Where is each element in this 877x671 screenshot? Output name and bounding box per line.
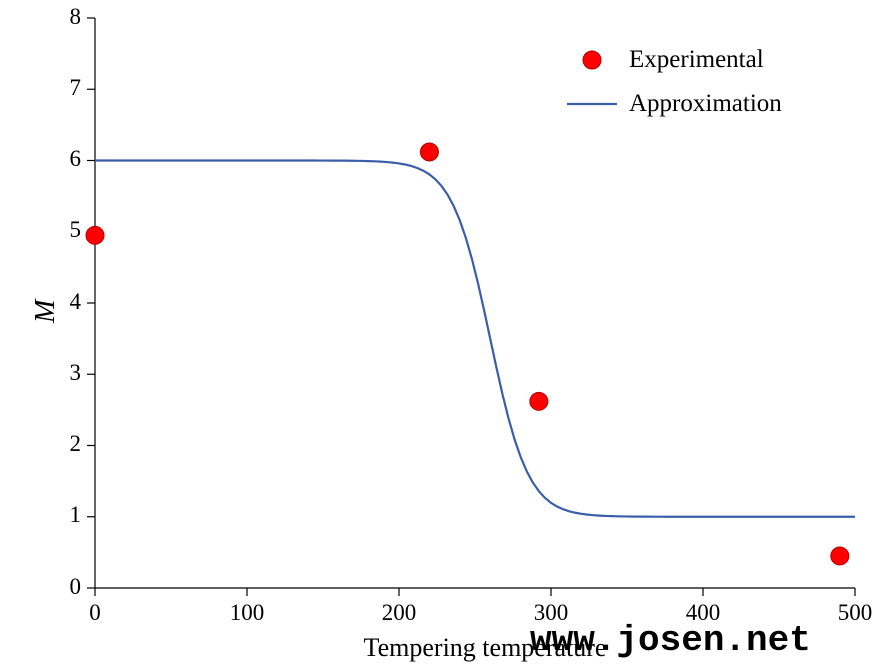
chart-container: 012345678 0100200300400500 M Tempering t… — [0, 0, 877, 671]
experimental-point — [530, 392, 548, 410]
x-tick-label: 200 — [369, 600, 429, 626]
legend-line-approximation — [565, 92, 619, 116]
x-tick-label: 100 — [217, 600, 277, 626]
approximation-line — [95, 161, 855, 517]
y-tick-label: 0 — [70, 574, 82, 600]
y-tick-label: 1 — [70, 502, 82, 528]
y-tick-label: 4 — [70, 289, 82, 315]
legend-item-approximation: Approximation — [565, 86, 782, 122]
y-axis-label: M — [30, 300, 62, 323]
legend-label-approximation: Approximation — [629, 90, 782, 118]
y-tick-label: 2 — [70, 431, 82, 457]
legend-marker-experimental — [565, 48, 619, 72]
x-tick-label: 0 — [65, 600, 125, 626]
legend: Experimental Approximation — [565, 42, 782, 130]
legend-item-experimental: Experimental — [565, 42, 782, 78]
y-tick-label: 6 — [70, 146, 82, 172]
experimental-point — [831, 547, 849, 565]
y-tick-label: 3 — [70, 360, 82, 386]
legend-label-experimental: Experimental — [629, 46, 764, 74]
y-tick-label: 8 — [70, 4, 82, 30]
experimental-point — [420, 143, 438, 161]
experimental-point — [86, 226, 104, 244]
y-tick-label: 7 — [70, 75, 82, 101]
watermark-text: www.josen.net — [530, 620, 811, 661]
y-tick-label: 5 — [70, 217, 82, 243]
x-tick-label: 500 — [825, 600, 877, 626]
